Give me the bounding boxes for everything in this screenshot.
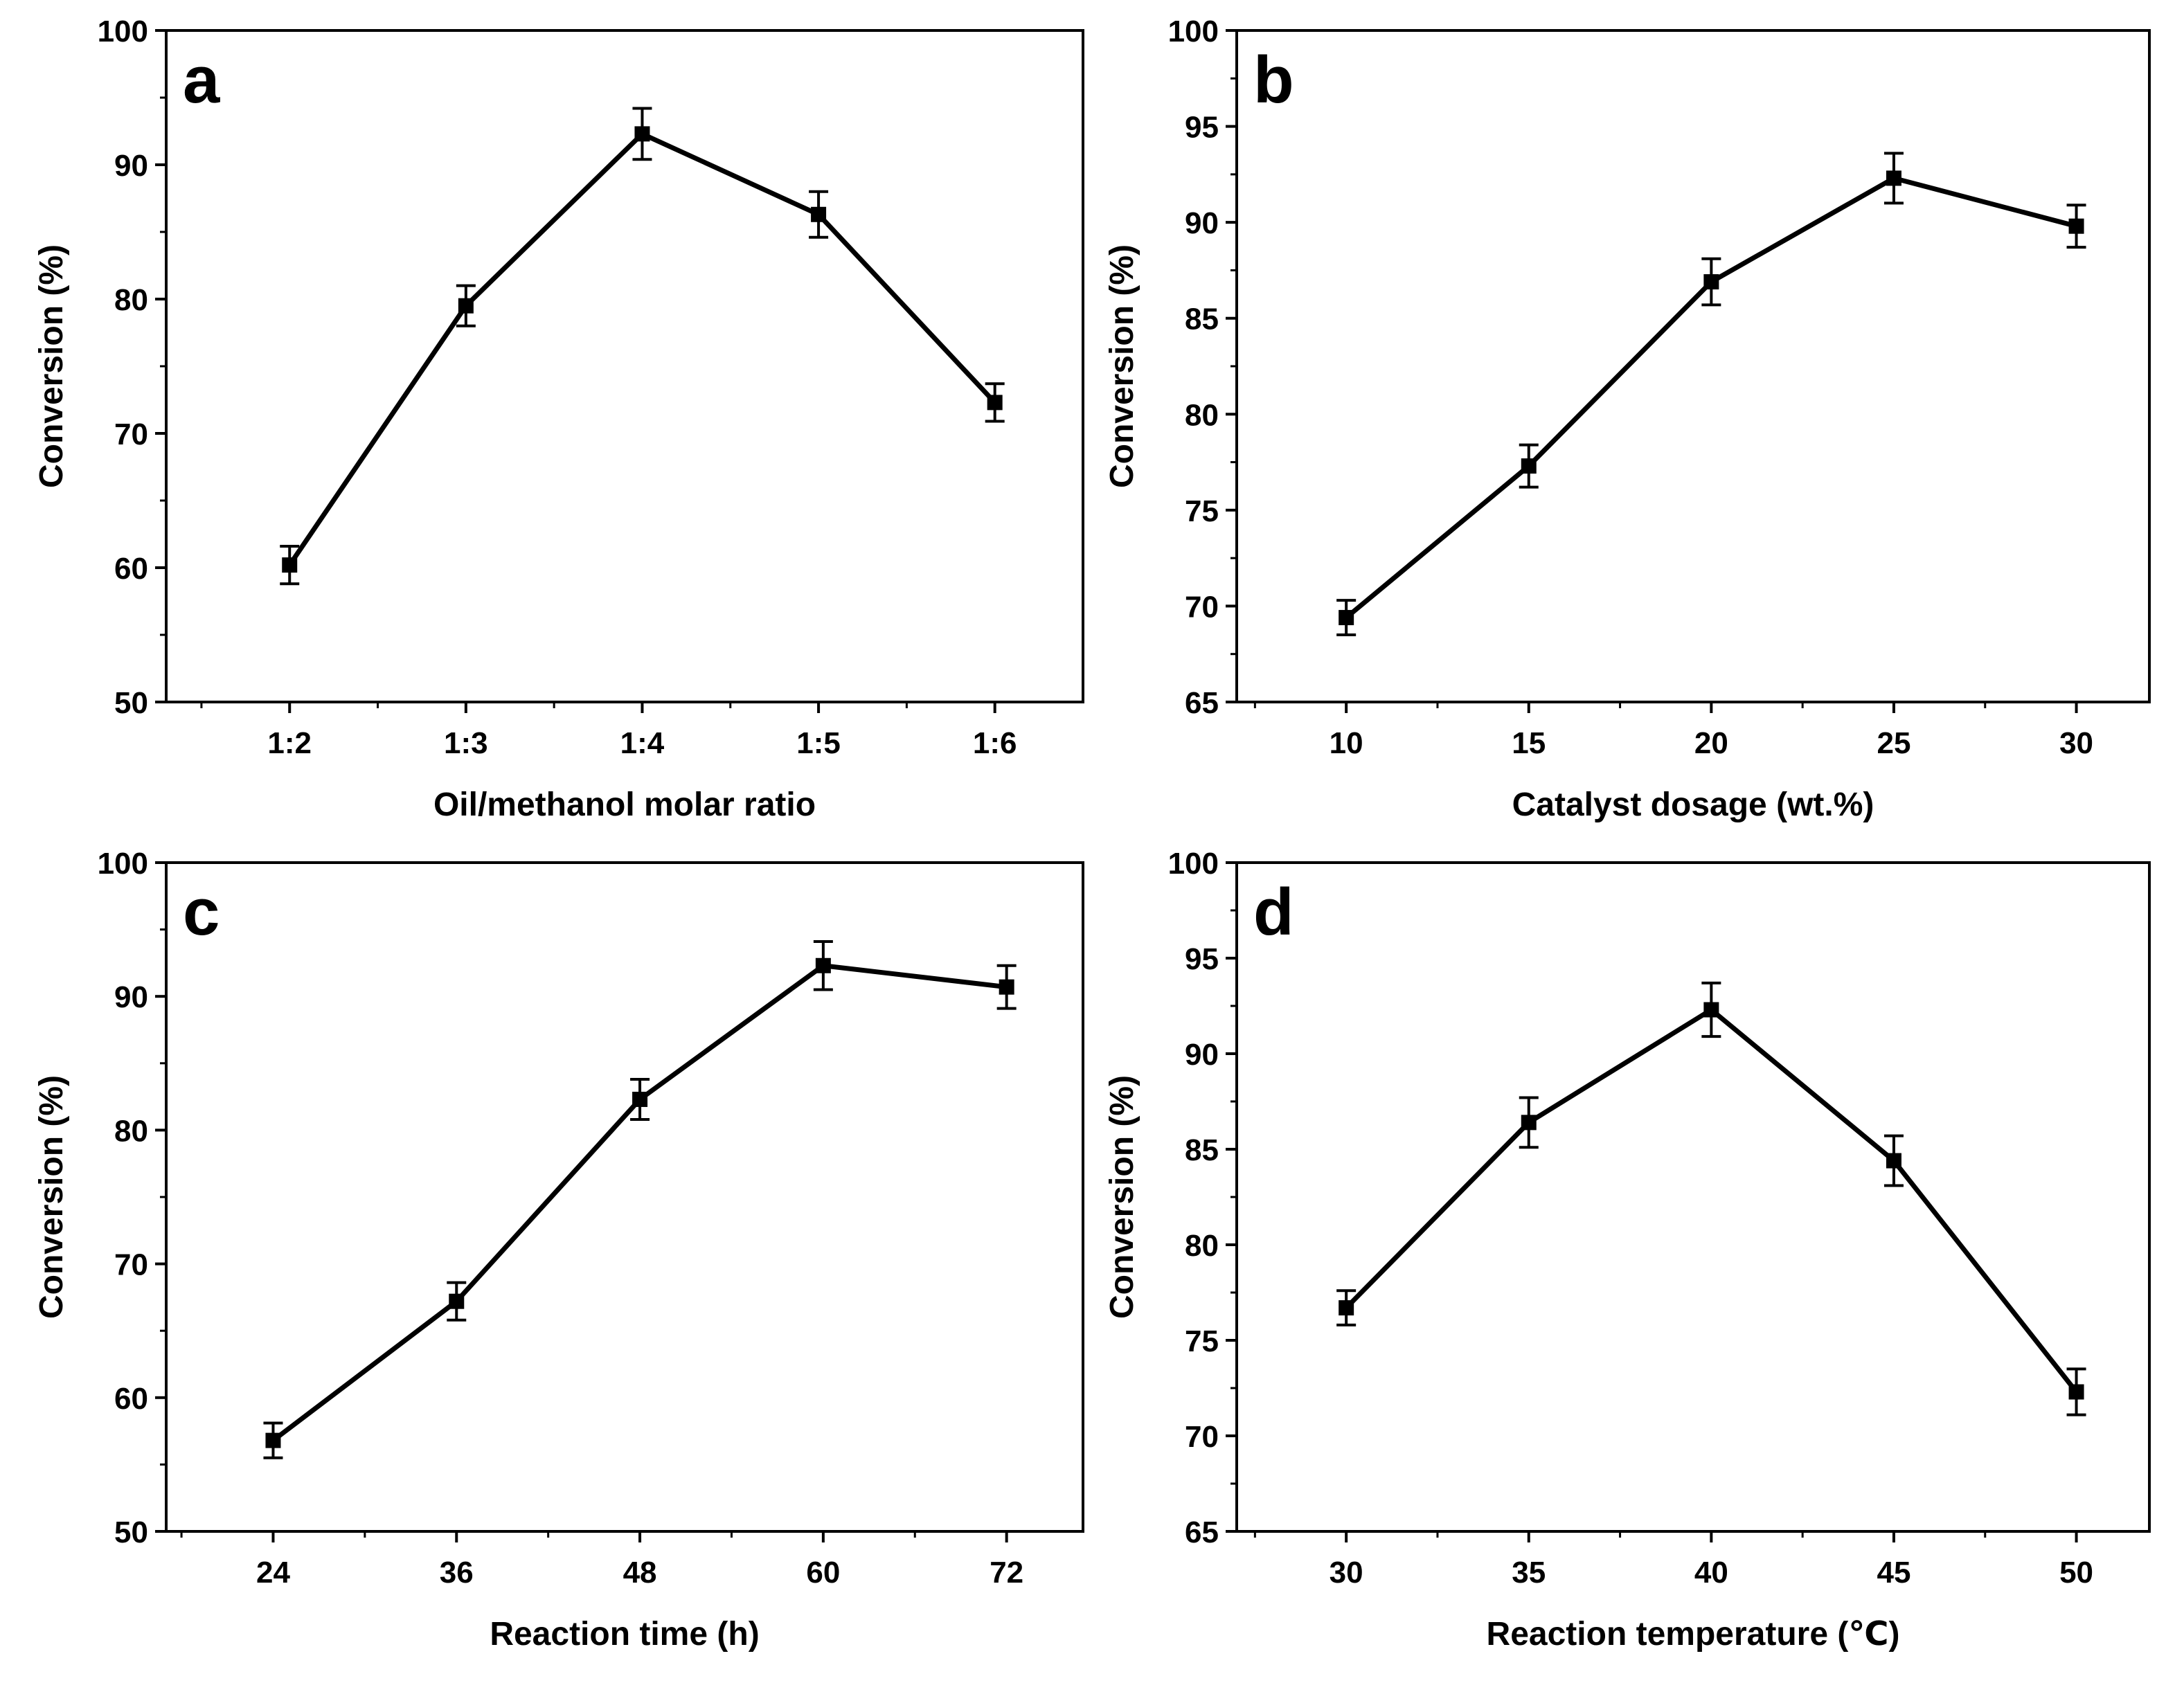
x-tick-label: 1:2: [267, 726, 312, 760]
data-point: [1339, 610, 1354, 626]
data-point: [1521, 1115, 1537, 1131]
y-tick-label: 70: [1185, 1420, 1219, 1454]
x-tick-label: 30: [1330, 1556, 1363, 1590]
x-tick-label: 50: [2059, 1556, 2093, 1590]
y-tick-label: 100: [98, 847, 148, 881]
data-point: [2068, 218, 2084, 234]
data-point: [1886, 1153, 1901, 1169]
x-axis-label: Catalyst dosage (wt.%): [1512, 786, 1874, 823]
data-point: [1521, 458, 1537, 474]
x-tick-label: 36: [440, 1556, 474, 1590]
data-point: [987, 395, 1003, 411]
x-tick-label: 40: [1694, 1556, 1728, 1590]
panel-c: 50 60 70 80 90 100 24 36 48 60 72 Reaction time (h)…: [33, 847, 1084, 1653]
y-tick-label: 70: [114, 1248, 148, 1282]
y-tick-label: 90: [1185, 1038, 1219, 1072]
y-axis-label: Conversion (%): [33, 244, 70, 488]
data-point: [1886, 170, 1901, 186]
y-axis-label: Conversion (%): [1104, 244, 1140, 488]
y-tick-label: 50: [114, 686, 148, 720]
data-point: [265, 1432, 281, 1448]
x-tick-label: 24: [256, 1556, 290, 1590]
y-tick-label: 95: [1185, 942, 1219, 976]
y-tick-label: 100: [1168, 15, 1219, 48]
y-tick-label: 90: [1185, 206, 1219, 240]
data-point: [815, 957, 831, 973]
x-axis-label: Reaction temperature (℃): [1487, 1616, 1900, 1653]
y-tick-label: 100: [1168, 847, 1219, 881]
y-tick-label: 80: [1185, 398, 1219, 432]
y-tick-label: 85: [1185, 1133, 1219, 1167]
data-point: [1703, 1002, 1719, 1018]
panel-b: 65 70 75 80 85 90 95 100 10 15 20 25 30 Catalyst dosa…: [1104, 15, 2151, 823]
x-tick-label: 1:4: [620, 726, 665, 760]
y-tick-label: 65: [1185, 686, 1219, 720]
y-tick-label: 100: [98, 15, 148, 48]
y-axis-label: Conversion (%): [33, 1075, 70, 1319]
y-tick-label: 90: [114, 149, 148, 183]
x-tick-label: 25: [1877, 726, 1910, 760]
data-point: [458, 298, 474, 314]
data-point: [632, 1091, 648, 1107]
data-point: [449, 1293, 465, 1309]
data-point: [282, 557, 298, 573]
data-point: [1339, 1300, 1354, 1316]
y-tick-label: 80: [114, 1114, 148, 1148]
x-axis-label: Reaction time (h): [490, 1616, 759, 1653]
data-point: [999, 979, 1014, 995]
y-tick-label: 60: [114, 1382, 148, 1416]
panel-letter: c: [183, 875, 220, 949]
y-tick-label: 70: [114, 417, 148, 451]
x-tick-label: 1:3: [444, 726, 488, 760]
y-axis-label: Conversion (%): [1104, 1075, 1140, 1319]
x-tick-label: 72: [990, 1556, 1023, 1590]
x-tick-label: 30: [2059, 726, 2093, 760]
y-tick-label: 85: [1185, 303, 1219, 336]
y-tick-label: 75: [1185, 494, 1219, 528]
panel-letter: d: [1253, 875, 1294, 949]
y-tick-label: 50: [114, 1515, 148, 1549]
y-tick-label: 60: [114, 552, 148, 586]
y-tick-label: 75: [1185, 1324, 1219, 1358]
x-axis-label: Oil/methanol molar ratio: [433, 786, 816, 823]
x-tick-label: 45: [1877, 1556, 1910, 1590]
y-tick-label: 90: [114, 980, 148, 1014]
y-tick-label: 80: [1185, 1229, 1219, 1263]
y-tick-label: 70: [1185, 590, 1219, 624]
x-tick-label: 10: [1330, 726, 1363, 760]
y-tick-label: 80: [114, 283, 148, 317]
x-tick-label: 1:6: [973, 726, 1017, 760]
y-tick-label: 65: [1185, 1515, 1219, 1549]
x-tick-label: 60: [806, 1556, 840, 1590]
y-tick-label: 95: [1185, 111, 1219, 145]
panel-letter: a: [183, 43, 220, 117]
panel-letter: b: [1253, 43, 1294, 117]
x-tick-label: 20: [1694, 726, 1728, 760]
panel-d: 65 70 75 80 85 90 95 100 30 35 40 45 50 Reaction temp…: [1104, 847, 2151, 1653]
data-point: [811, 206, 827, 222]
x-tick-label: 35: [1512, 1556, 1546, 1590]
panel-a: 50 60 70 80 90 100 1:2 1:3 1:4 1:5 1:6 Oil/methanol…: [33, 15, 1084, 823]
x-tick-label: 1:5: [796, 726, 841, 760]
data-point: [634, 126, 650, 142]
data-point: [2068, 1384, 2084, 1400]
x-tick-label: 15: [1512, 726, 1546, 760]
data-point: [1703, 274, 1719, 290]
x-tick-label: 48: [623, 1556, 657, 1590]
